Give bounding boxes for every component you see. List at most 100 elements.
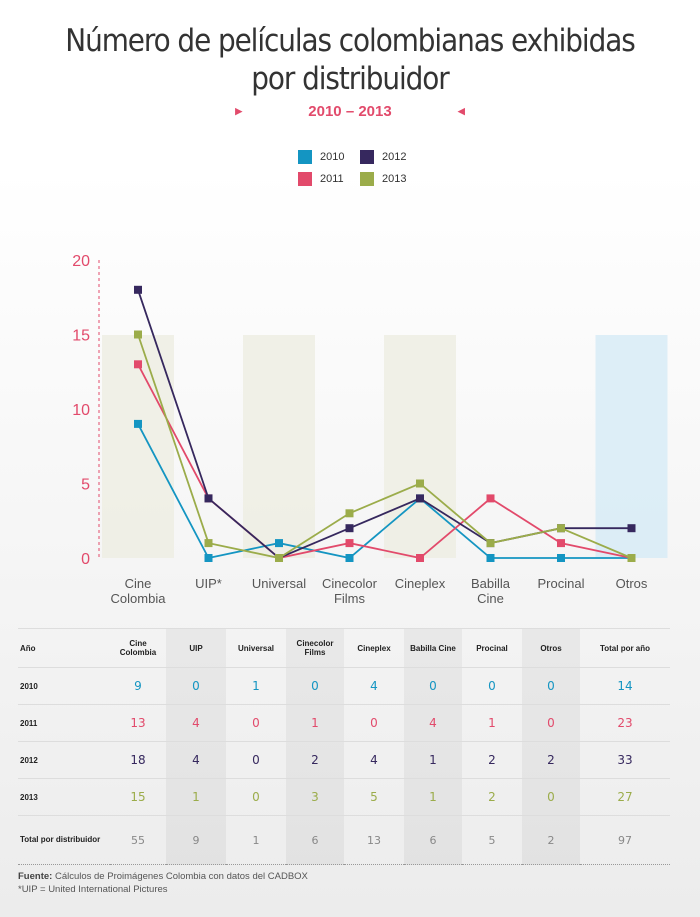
legend-label: 2010 — [320, 151, 345, 163]
table-cell: 97 — [580, 815, 670, 865]
line-chart: 0 5 10 15 20 Cine Colombia UIP* Universal Cineco… — [72, 253, 668, 606]
x-tick-label: Babilla Cine — [471, 576, 511, 606]
legend-swatch — [298, 172, 312, 186]
subtitle: 2010 – 2013 — [308, 103, 392, 120]
table-cell: 2 — [522, 741, 580, 779]
y-tick-label: 20 — [72, 253, 90, 270]
table-cell: 4 — [404, 704, 462, 742]
column-header: Procinal — [462, 628, 522, 668]
data-point-2013 — [627, 554, 636, 562]
series-line-2013 — [137, 334, 632, 559]
table-cell: 0 — [344, 704, 404, 742]
title-line-1: Número de películas colombianas exhibida… — [65, 23, 635, 59]
legend-label: 2011 — [320, 173, 344, 185]
table-cell: 2 — [462, 741, 522, 779]
table-cell: 1 — [226, 815, 286, 865]
table-cell: 5 — [462, 815, 522, 865]
table-cell: 2 — [522, 815, 580, 865]
table-cell: 1 — [286, 704, 344, 742]
x-tick-label: Cineplex — [395, 576, 446, 591]
category-band — [243, 335, 315, 558]
y-tick-label: 15 — [72, 328, 90, 345]
arrow-left-icon: ◀ — [457, 106, 465, 116]
table-cell: 1 — [404, 778, 462, 816]
legend-label: 2012 — [382, 151, 407, 163]
table-cell: 0 — [522, 704, 580, 742]
data-point-2013 — [204, 539, 213, 548]
table-cell: 1 — [404, 741, 462, 779]
data-point-2013 — [486, 539, 495, 548]
arrow-right-icon: ▶ — [235, 106, 243, 116]
data-point-2013 — [557, 524, 565, 533]
y-tick-label: 10 — [72, 402, 90, 419]
table-cell: 4 — [166, 704, 226, 742]
table-cell: 0 — [226, 778, 286, 816]
data-point-2010 — [204, 554, 213, 562]
table-cell: 15 — [110, 778, 166, 816]
subtitle-row: ▶ 2010 – 2013 ◀ — [0, 103, 700, 120]
table-cell: 3 — [286, 778, 344, 816]
table-row: 2011 13 4 0 1 0 4 1 0 23 — [18, 704, 670, 742]
data-point-2010 — [275, 539, 283, 548]
table-cell: 1 — [226, 667, 286, 705]
legend-swatch — [360, 172, 374, 186]
table-cell: 18 — [110, 741, 166, 779]
data-point-2011 — [557, 539, 565, 548]
column-header: Otros — [522, 628, 580, 668]
table-cell: 0 — [462, 667, 522, 705]
page-title: Número de películas colombianas exhibida… — [35, 22, 665, 98]
y-ticks: 0 5 10 15 20 — [72, 253, 90, 568]
table-cell: 4 — [166, 741, 226, 779]
x-tick-label: Universal — [252, 576, 306, 591]
category-bands — [102, 335, 668, 558]
y-tick-label: 5 — [81, 477, 90, 494]
column-header: Babilla Cine — [404, 628, 462, 668]
data-point-2013 — [275, 554, 283, 562]
data-point-2012 — [345, 524, 354, 533]
table-cell: 2 — [462, 778, 522, 816]
column-header: Cinecolor Films — [286, 628, 344, 668]
footnote: *UIP = United International Pictures — [18, 884, 168, 895]
data-point-2011 — [416, 554, 424, 562]
table-cell: 9 — [166, 815, 226, 865]
table-cell: 14 — [580, 667, 670, 705]
y-tick-label: 0 — [81, 551, 90, 568]
category-band — [384, 335, 456, 558]
data-point-2013 — [416, 479, 424, 488]
table-row: 2013 15 1 0 3 5 1 2 0 27 — [18, 778, 670, 816]
x-tick-label: UIP* — [195, 576, 222, 591]
table-cell: 0 — [522, 667, 580, 705]
table-cell: 0 — [522, 778, 580, 816]
x-ticks: Cine Colombia UIP* Universal Cinecolor Films C… — [111, 576, 648, 606]
row-label: 2010 — [18, 667, 110, 705]
data-point-2010 — [345, 554, 354, 562]
table-cell: 6 — [286, 815, 344, 865]
row-label: 2012 — [18, 741, 110, 779]
data-point-2013 — [345, 509, 354, 518]
legend-swatch — [360, 150, 374, 164]
data-point-2010 — [486, 554, 495, 562]
x-tick-label: Procinal — [538, 576, 585, 591]
data-point-2011 — [345, 539, 354, 548]
table-cell: 13 — [344, 815, 404, 865]
table-cell: 0 — [226, 704, 286, 742]
data-point-2011 — [134, 360, 142, 369]
category-band — [102, 335, 174, 558]
table-cell: 4 — [344, 741, 404, 779]
column-header: Cineplex — [344, 628, 404, 668]
table-cell: 0 — [286, 667, 344, 705]
x-tick-label: Cine Colombia — [111, 576, 167, 606]
x-tick-label: Otros — [616, 576, 648, 591]
data-table: Año Cine Colombia UIP Universal Cinecolo… — [18, 628, 670, 865]
column-header: Universal — [226, 628, 286, 668]
column-header: Cine Colombia — [110, 628, 166, 668]
table-cell: 5 — [344, 778, 404, 816]
column-header: Total por año — [580, 628, 670, 668]
legend-swatch — [298, 150, 312, 164]
series-points — [134, 285, 636, 562]
row-label: Total por distribuidor — [18, 815, 110, 865]
table-cell: 0 — [226, 741, 286, 779]
x-tick-label: Cinecolor Films — [322, 576, 378, 606]
column-header: Año — [18, 628, 110, 668]
data-point-2013 — [134, 330, 142, 339]
